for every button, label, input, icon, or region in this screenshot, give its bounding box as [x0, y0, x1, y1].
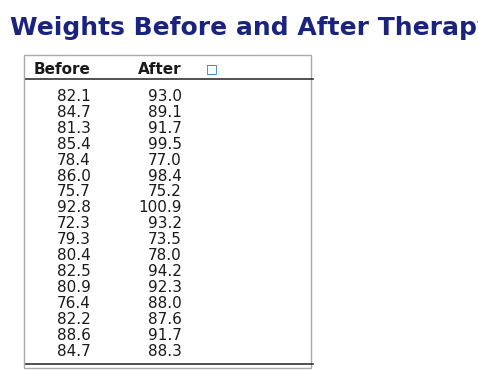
Text: 94.2: 94.2 [148, 264, 182, 279]
Text: 78.0: 78.0 [148, 248, 182, 263]
Text: Before: Before [34, 62, 91, 77]
Text: 80.9: 80.9 [57, 280, 91, 295]
Text: 86.0: 86.0 [57, 168, 91, 184]
Text: 100.9: 100.9 [138, 200, 182, 216]
Text: 91.7: 91.7 [148, 121, 182, 136]
Text: □: □ [206, 63, 217, 76]
Text: 82.1: 82.1 [57, 89, 91, 104]
Text: 76.4: 76.4 [57, 296, 91, 311]
Text: 87.6: 87.6 [148, 312, 182, 327]
Text: 88.6: 88.6 [57, 328, 91, 343]
Text: 89.1: 89.1 [148, 105, 182, 120]
Text: 80.4: 80.4 [57, 248, 91, 263]
Text: 75.7: 75.7 [57, 184, 91, 200]
Text: 98.4: 98.4 [148, 168, 182, 184]
Text: After: After [138, 62, 182, 77]
Text: 81.3: 81.3 [57, 121, 91, 136]
Text: Weights Before and After Therapy: Weights Before and After Therapy [10, 16, 478, 40]
Text: 82.5: 82.5 [57, 264, 91, 279]
Text: 93.0: 93.0 [148, 89, 182, 104]
Text: 92.3: 92.3 [148, 280, 182, 295]
Text: 84.7: 84.7 [57, 344, 91, 359]
Text: 77.0: 77.0 [148, 153, 182, 168]
Text: 79.3: 79.3 [57, 232, 91, 247]
Text: 91.7: 91.7 [148, 328, 182, 343]
Text: 88.0: 88.0 [148, 296, 182, 311]
Text: 92.8: 92.8 [57, 200, 91, 216]
Text: 72.3: 72.3 [57, 216, 91, 231]
Text: 73.5: 73.5 [148, 232, 182, 247]
Text: 99.5: 99.5 [148, 137, 182, 152]
Text: 93.2: 93.2 [148, 216, 182, 231]
Text: 85.4: 85.4 [57, 137, 91, 152]
Text: 82.2: 82.2 [57, 312, 91, 327]
Text: 88.3: 88.3 [148, 344, 182, 359]
Text: 78.4: 78.4 [57, 153, 91, 168]
Text: 75.2: 75.2 [148, 184, 182, 200]
Text: 84.7: 84.7 [57, 105, 91, 120]
FancyBboxPatch shape [24, 55, 311, 368]
